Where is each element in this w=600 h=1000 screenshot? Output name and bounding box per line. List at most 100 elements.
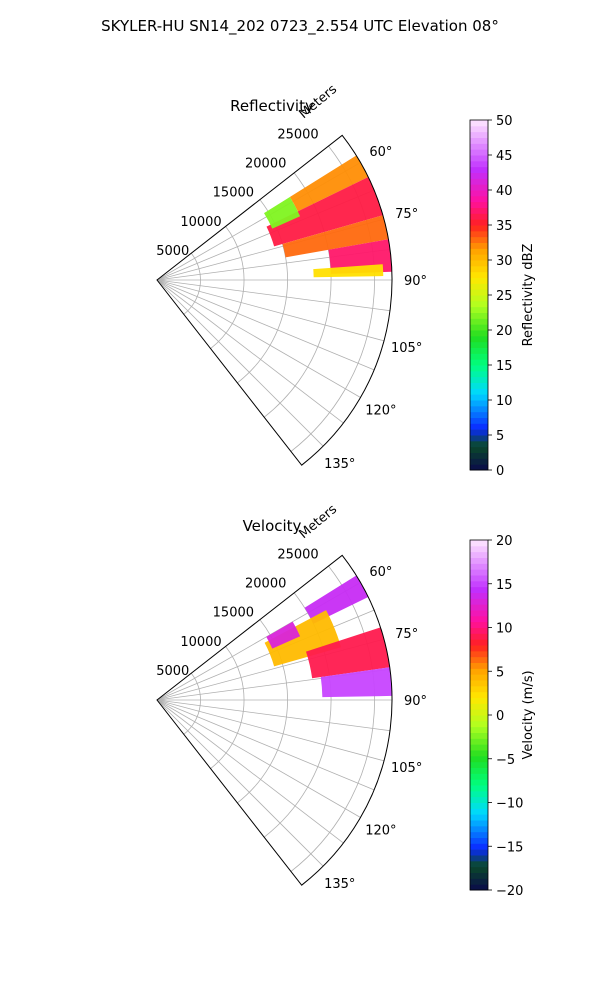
azimuth-tick-label: 135° [324,877,355,892]
colorbar-segment [470,738,488,745]
colorbar-segment [470,633,488,640]
colorbar-segment [470,878,488,885]
colorbar-segment [470,598,488,605]
range-tick-label: 20000 [245,157,286,172]
colorbar-tick-label: 5 [496,429,504,444]
colorbar-segment [470,155,488,162]
range-ring [290,565,375,872]
colorbar-segment [470,744,488,751]
colorbar-segment [470,551,488,558]
azimuth-tick-label: 90° [404,694,427,709]
colorbar-segment [470,207,488,214]
colorbar-segment [470,563,488,570]
colorbar-tick-label: −15 [496,840,523,855]
colorbar-segment [470,680,488,687]
colorbar-segment [470,808,488,815]
colorbar-segment [470,831,488,838]
colorbar-segment [470,265,488,273]
range-tick-label: 10000 [180,635,221,650]
azimuth-gridline [156,279,375,371]
colorbar-tick-label: 30 [496,254,513,269]
colorbar-segment [470,586,488,593]
colorbar-segment [470,849,488,856]
colorbar-segment [470,615,488,623]
colorbar-tick-label: 20 [496,324,513,339]
azimuth-gridline [156,699,361,818]
colorbar-segment [470,143,488,150]
colorbar-segment [470,353,488,360]
colorbar-segment [470,166,488,173]
azimuth-gridline [156,699,375,791]
echo-cell [320,667,392,698]
echo-cell [266,176,383,247]
colorbar-segment [470,248,488,255]
colorbar-segment [470,569,488,576]
colorbar-tick-label: 40 [496,184,513,199]
colorbar-segment [470,837,488,844]
colorbar-segment [470,318,488,325]
colorbar-tick-label: 25 [496,289,513,304]
range-tick-label: 5000 [156,664,189,679]
colorbar-segment [470,627,488,634]
colorbar-segment [470,283,488,290]
colorbar-segment [470,131,488,138]
azimuth-gridline [156,279,391,312]
colorbar-segment [470,761,488,768]
azimuth-tick-label: 75° [395,207,418,222]
colorbar-segment [470,365,488,372]
colorbar-tick-label: 10 [496,622,513,637]
colorbar-segment [470,621,488,628]
colorbar-segment [470,604,488,611]
colorbar-segment [470,668,488,675]
colorbar-segment [470,429,488,436]
colorbar-segment [470,120,488,127]
echo-cell [289,155,369,212]
colorbar-segment [470,545,488,553]
colorbar-segment [470,785,488,792]
colorbar-segment [470,347,488,354]
colorbar-segment [470,242,488,249]
panel-velocity: Velocity 5000 10000 15000 20000 25000 Meters 60… [156,502,536,899]
colorbar-segment [470,236,488,243]
colorbar-segment [470,610,488,617]
colorbar-segment [470,195,488,203]
colorbar-segment [470,213,488,220]
colorbar-segment [470,137,488,144]
colorbar-segment [470,645,488,652]
colorbar-segment [470,726,488,733]
colorbar-segment [470,160,488,168]
colorbar-segment [470,190,488,197]
colorbar-segment [470,295,488,302]
colorbar-segment [470,300,488,308]
colorbar-tick-label: −10 [496,797,523,812]
colorbar-segment [470,289,488,296]
colorbar-segment [470,184,488,191]
colorbar-segment [470,779,488,786]
colorbar-segment [470,855,488,862]
azimuth-tick-label: 135° [324,457,355,472]
sector-frame [156,134,393,466]
colorbar-segment [470,820,488,827]
colorbar-segment [470,557,488,564]
colorbar-segment [470,411,488,418]
colorbar-segment [470,172,488,179]
echo-cell [313,264,384,278]
colorbar-segment [470,464,488,471]
echo-cell [264,196,301,229]
colorbar-label: Velocity (m/s) [521,670,536,759]
colorbar-segment [470,580,488,588]
azimuth-tick-label: 60° [369,565,392,580]
range-ring [210,646,245,769]
colorbar-segment [470,814,488,821]
azimuth-gridline [156,279,361,398]
colorbar-segment [470,592,488,599]
colorbar-tick-label: −20 [496,884,523,899]
colorbar-tick-label: −5 [496,753,515,768]
colorbar-segment [470,335,488,343]
colorbar-segment [470,872,488,879]
colorbar-tick-label: 10 [496,394,513,409]
colorbar-segment [470,458,488,465]
colorbar-segment [470,324,488,331]
colorbar-segment [470,825,488,833]
